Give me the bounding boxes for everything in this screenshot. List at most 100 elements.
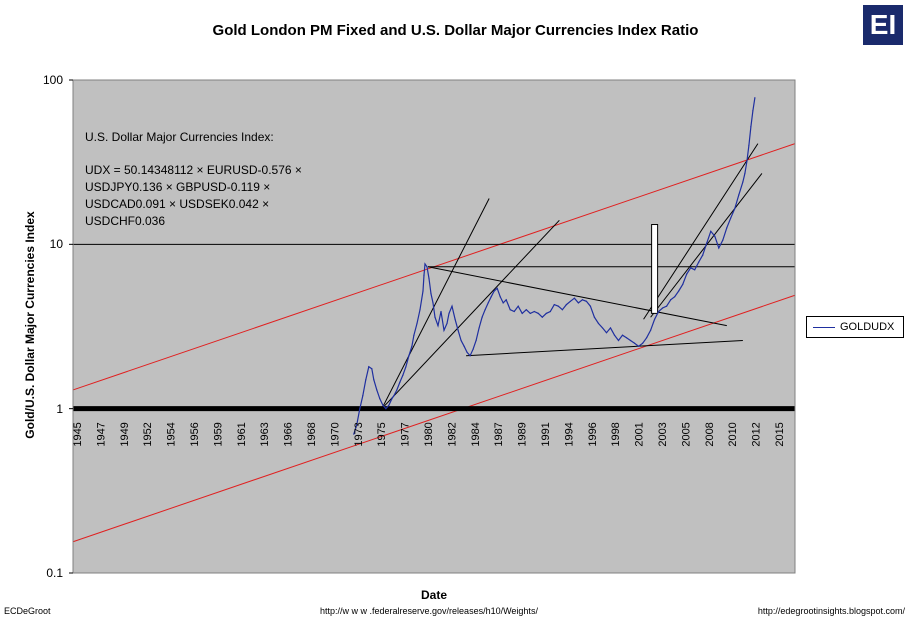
- data-point: [405, 366, 407, 368]
- data-point: [376, 389, 378, 391]
- x-tick-label: 1998: [610, 422, 622, 446]
- data-point: [682, 283, 684, 286]
- legend: GOLDUDX: [806, 316, 904, 338]
- data-point: [605, 332, 608, 334]
- x-tick-label: 1949: [119, 422, 131, 446]
- data-point: [423, 274, 425, 276]
- data-point: [368, 366, 370, 368]
- data-point: [457, 329, 459, 331]
- data-point: [686, 273, 688, 275]
- x-tick-label: 1966: [283, 422, 295, 446]
- x-axis-label: Date: [420, 588, 447, 602]
- data-point: [601, 327, 604, 329]
- legend-swatch: [813, 326, 835, 328]
- data-point: [674, 296, 676, 298]
- x-tick-label: 1945: [72, 422, 84, 446]
- data-point: [666, 305, 668, 307]
- x-tick-label: 2012: [751, 422, 763, 446]
- data-point: [422, 290, 424, 292]
- data-point: [557, 305, 559, 307]
- trend-1976-steep-line: [381, 198, 490, 409]
- data-point: [533, 310, 535, 313]
- data-point: [490, 296, 492, 298]
- data-point: [738, 194, 740, 196]
- data-point: [541, 316, 543, 318]
- data-point: [706, 242, 708, 244]
- data-point: [496, 287, 498, 289]
- data-point: [379, 398, 381, 400]
- data-point: [478, 327, 480, 329]
- data-point: [577, 302, 580, 304]
- data-point: [493, 290, 495, 292]
- annotation-line: USDJPY0.136 × GBPUSD-0.119 ×: [85, 180, 271, 194]
- annotation-line: USDCAD0.091 × USDSEK0.042 ×: [85, 197, 270, 211]
- data-point: [440, 310, 442, 313]
- annotation-line: UDX = 50.14348112 × EURUSD-0.576 ×: [85, 163, 302, 177]
- data-point: [597, 322, 600, 325]
- x-tick-label: 1952: [142, 422, 154, 446]
- data-point: [373, 379, 375, 381]
- data-point: [710, 230, 712, 232]
- data-point: [658, 310, 660, 313]
- data-point: [402, 374, 404, 376]
- data-point: [625, 337, 628, 339]
- data-point: [748, 144, 750, 146]
- data-point: [399, 381, 401, 383]
- data-point: [633, 342, 636, 344]
- data-point: [463, 345, 465, 347]
- footer-source-link[interactable]: http://w w w .federalreserve.gov/release…: [320, 606, 538, 616]
- x-tick-label: 1987: [493, 422, 505, 446]
- data-point: [517, 305, 519, 307]
- footer-blog-link[interactable]: http://edegrootinsights.blogspot.com/: [757, 606, 905, 616]
- data-point: [521, 312, 523, 314]
- x-tick-label: 1994: [563, 422, 575, 446]
- x-tick-label: 2005: [680, 422, 692, 446]
- data-point: [553, 303, 555, 306]
- x-tick-label: 1956: [189, 422, 201, 446]
- data-point: [393, 395, 395, 397]
- y-tick-label: 10: [49, 237, 63, 251]
- data-point: [702, 254, 704, 256]
- data-point: [750, 126, 752, 128]
- data-point: [714, 235, 716, 237]
- marker-bar: [651, 224, 659, 314]
- plot-area: [73, 80, 795, 573]
- data-point: [722, 239, 724, 241]
- trend-1976-shallow-line: [381, 219, 560, 410]
- x-tick-label: 1961: [236, 422, 248, 446]
- data-point: [573, 297, 575, 299]
- data-point: [561, 309, 563, 311]
- legend-entry: GOLDUDX: [840, 321, 895, 333]
- x-tick-label: 1947: [95, 422, 107, 446]
- data-point: [585, 300, 588, 302]
- data-point: [698, 261, 700, 263]
- data-point: [752, 110, 754, 112]
- data-point: [396, 389, 398, 391]
- data-point: [565, 303, 567, 306]
- data-point: [388, 404, 390, 406]
- y-axis-label: Gold/U.S. Dollar Major Currencies Index: [23, 211, 37, 439]
- data-point: [641, 342, 644, 344]
- x-tick-label: 1980: [423, 422, 435, 446]
- data-point: [466, 351, 468, 353]
- data-point: [385, 408, 387, 410]
- data-point: [637, 345, 640, 347]
- data-point: [499, 296, 501, 298]
- data-point: [613, 334, 616, 336]
- data-point: [469, 355, 471, 357]
- data-point: [413, 334, 415, 336]
- data-point: [744, 172, 746, 175]
- data-point: [746, 160, 748, 162]
- data-point: [529, 312, 531, 314]
- data-point: [481, 316, 483, 318]
- data-point: [359, 408, 361, 410]
- data-point: [589, 305, 592, 307]
- data-point: [690, 267, 692, 269]
- data-point: [505, 299, 507, 301]
- x-tick-label: 1991: [540, 422, 552, 446]
- y-tick-label: 0.1: [46, 566, 63, 580]
- data-point: [428, 277, 430, 280]
- annotation-line: U.S. Dollar Major Currencies Index:: [85, 130, 274, 144]
- x-tick-label: 2015: [774, 422, 786, 446]
